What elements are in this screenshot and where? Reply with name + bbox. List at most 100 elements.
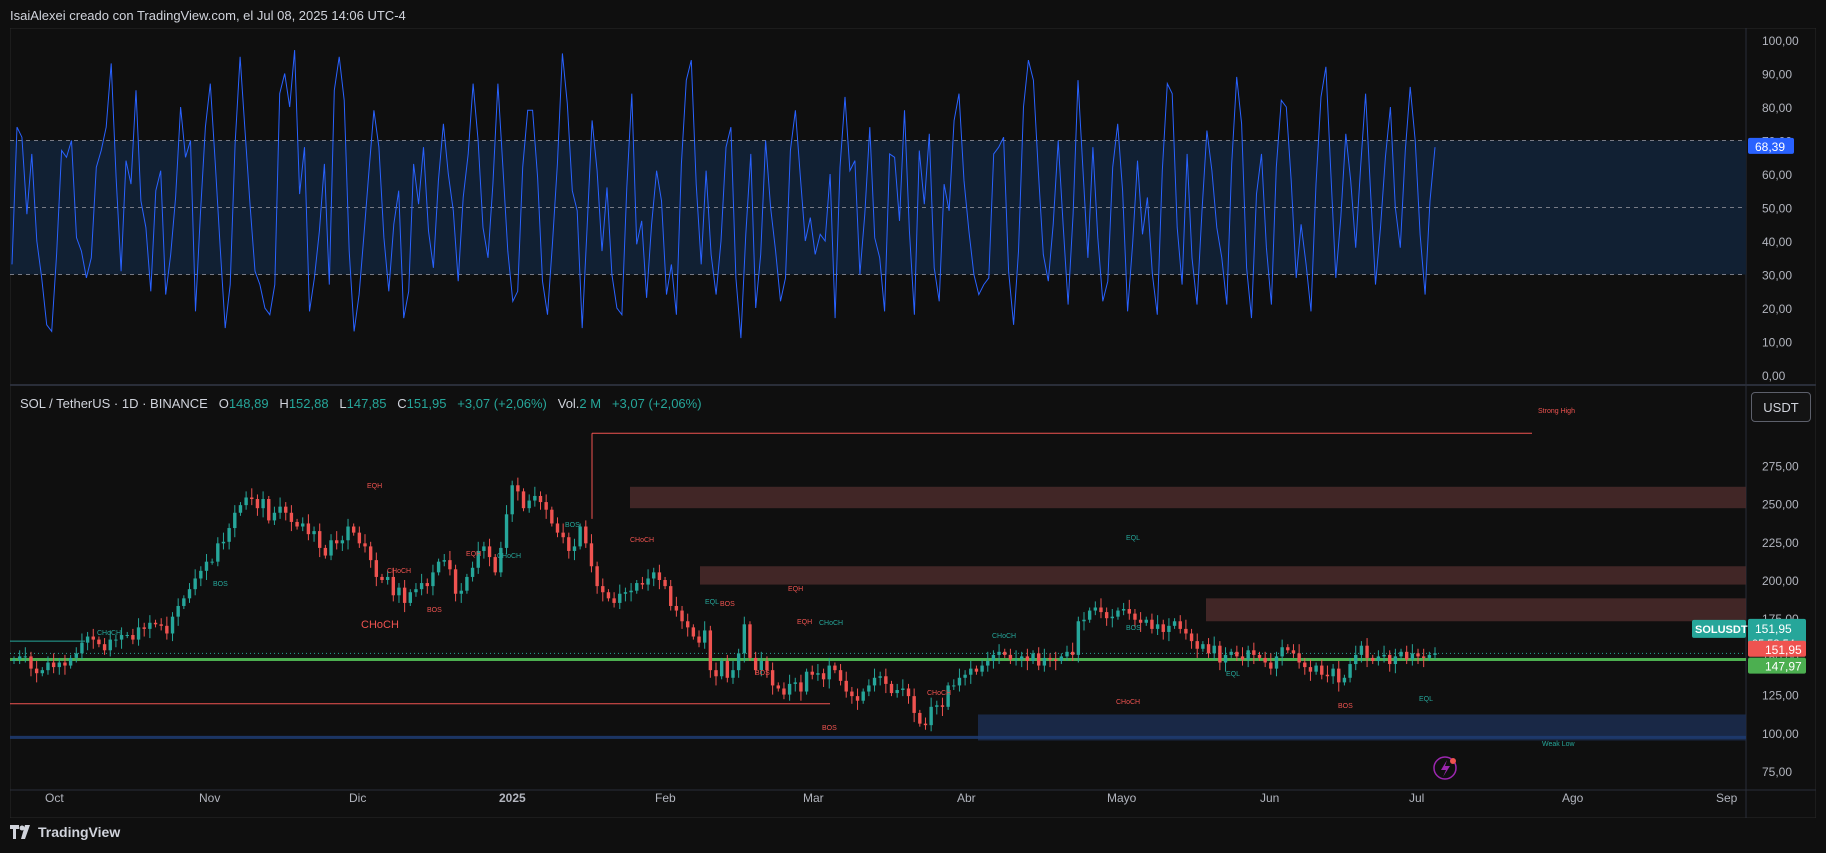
candle-body [1223,654,1228,663]
smc-label: BOS [822,725,837,732]
currency-button[interactable]: USDT [1751,392,1811,422]
candle-body [419,583,424,590]
candle [402,580,407,613]
candle [1382,645,1386,663]
candle [1269,653,1273,675]
candle-body [731,670,735,678]
smc-label: BOS [720,601,735,608]
smc-label: CHoCH [97,630,121,637]
candle-body [1342,677,1347,683]
candle [1274,651,1279,677]
price-tick-label: 225,00 [1762,536,1799,550]
footer-brand[interactable]: TradingView [10,824,120,840]
candle [1280,639,1284,666]
candle [374,552,379,587]
candle [1087,607,1092,623]
candle-body [765,660,769,671]
last-price-label: 151,95 [1755,622,1792,636]
candle [289,505,294,532]
candle [1410,644,1415,666]
candle [974,665,979,675]
candle-body [1121,609,1126,611]
candle [442,554,446,567]
candle [261,491,265,518]
legend-change: +3,07 (+2,06%) [457,396,547,411]
chart-canvas[interactable]: 100,0090,0080,0070,0060,0050,0040,0030,0… [10,28,1816,818]
candle-body [872,677,877,686]
candle-body [34,668,39,674]
candle-body [261,499,265,509]
rsi-tick-label: 0,00 [1762,369,1786,383]
candle-body [340,540,345,544]
candle [787,674,792,701]
candle-body [1263,657,1267,663]
candle-body [719,660,724,677]
candle [504,505,509,555]
candle [1155,615,1160,636]
rsi-tick-label: 90,00 [1762,68,1792,82]
candle-body [1042,657,1047,666]
candle-body [176,605,180,617]
candle [1331,664,1335,684]
candle-body [1150,619,1154,629]
candle [652,567,656,587]
candle [51,653,56,674]
smc-label: EQL [1126,535,1140,542]
candle [1042,648,1047,672]
candle [1150,613,1154,634]
candle-body [918,712,922,724]
candle-body [68,657,73,666]
candle-body [702,630,707,643]
candle [1348,657,1352,683]
candle [765,656,769,678]
smc-label: EQL [1419,696,1433,703]
candle-body [193,578,197,590]
alert-circle [1433,756,1457,780]
candle-body [199,570,203,579]
candle [827,657,831,689]
candle-body [1303,662,1307,668]
candle [278,497,282,519]
candle [414,583,418,597]
candle [691,624,696,640]
candle [493,554,497,576]
candle-body [567,537,571,551]
candle [368,541,373,568]
candle [227,523,231,550]
smc-label: EQL [1226,671,1240,678]
candle-body [855,696,860,701]
x-tick-label: Mayo [1107,791,1137,805]
candle [640,576,645,590]
rsi-tick-label: 100,00 [1762,34,1799,48]
candle-body [1393,656,1398,665]
candle-body [1133,613,1137,620]
candle-body [436,561,441,573]
smc-label: EQL [705,599,719,606]
candle [1138,612,1143,632]
candle-body [714,670,718,677]
candle-body [606,592,611,599]
smc-label: CHoCH [497,553,521,560]
candle [997,644,1001,665]
rsi-line [11,50,1436,339]
candle-body [952,685,956,687]
candle [884,668,888,694]
candle [431,564,435,596]
legend-close-label: C [397,396,407,411]
candle [334,531,339,550]
candle [589,534,594,573]
candle [895,683,899,698]
candle-body [244,497,248,506]
candle-body [85,636,90,643]
candle-body [793,682,797,684]
smc-label: Strong High [1538,408,1575,415]
candle [861,688,865,704]
smc-label: EQH [788,586,803,593]
candle [816,664,820,681]
candle-body [555,523,560,533]
candle [1223,647,1228,672]
candle-body [278,506,282,513]
candle [697,630,701,648]
candle-body [46,662,50,671]
candle-body [142,627,146,629]
